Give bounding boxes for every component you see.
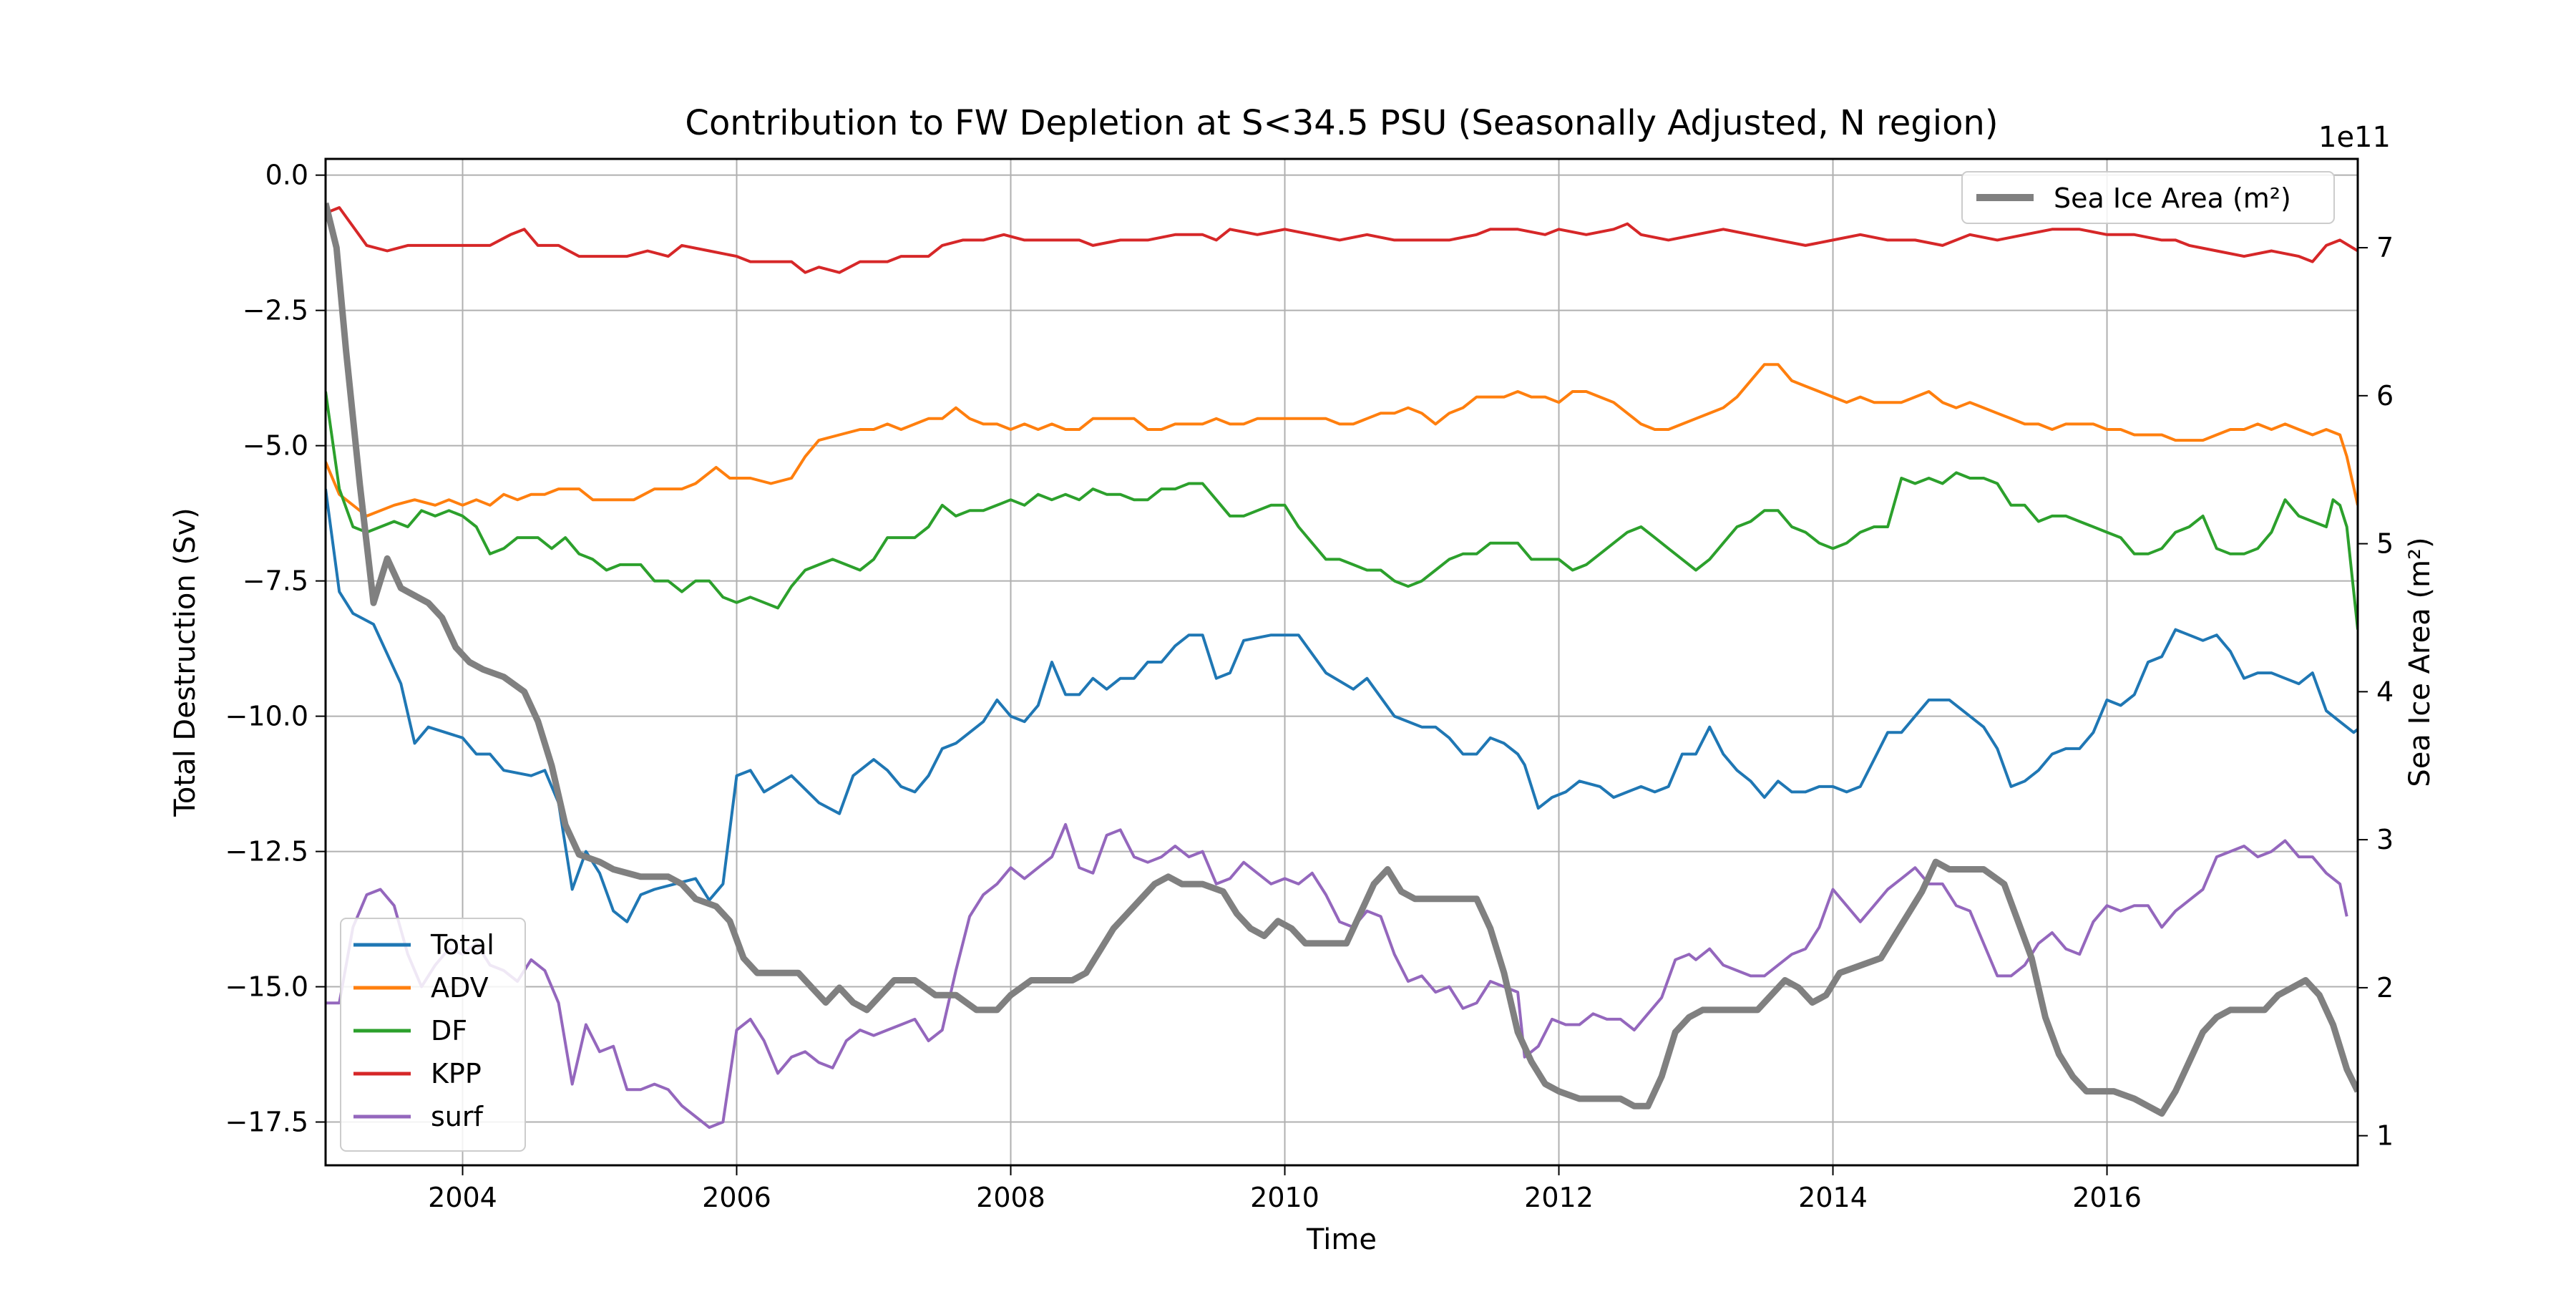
- legend-label-adv: ADV: [431, 972, 489, 1004]
- x-tick-label: 2004: [428, 1182, 497, 1213]
- y-tick-label: −7.5: [243, 565, 308, 597]
- y2-tick-label: 4: [2376, 676, 2394, 707]
- legend-label-total: Total: [430, 929, 494, 961]
- y-tick-label: −15.0: [225, 971, 308, 1003]
- y-tick-label: −10.0: [225, 701, 308, 732]
- x-tick-label: 2010: [1250, 1182, 1319, 1213]
- y2-tick-label: 5: [2376, 528, 2394, 560]
- y2-tick-label: 2: [2376, 972, 2394, 1004]
- legend-left-items: Total ADV DF KPP surf: [353, 929, 494, 1132]
- y2-tick-label: 6: [2376, 380, 2394, 412]
- y-axis-left: 0.0 −2.5 −5.0 −7.5 −10.0 −12.5 −15.0 −17.5: [225, 160, 326, 1138]
- x-axis: 2004 2006 2008 2010 2012 2014 2016: [428, 1165, 2142, 1213]
- series-line-total: [326, 488, 2358, 923]
- series-line-sea-ice-area: [326, 202, 2358, 1117]
- legend-label-kpp: KPP: [431, 1058, 482, 1089]
- y-tick-label: 0.0: [265, 160, 308, 191]
- y-tick-label: −5.0: [243, 430, 308, 462]
- legend-label-surf: surf: [431, 1101, 484, 1132]
- series-line-surf: [326, 822, 2348, 1130]
- chart-title: Contribution to FW Depletion at S<34.5 P…: [685, 103, 1998, 143]
- series-line-kpp: [326, 206, 2358, 274]
- y-tick-label: −2.5: [243, 295, 308, 326]
- series-line-adv: [326, 363, 2358, 518]
- y2-tick-label: 7: [2376, 232, 2394, 263]
- series-line-df: [326, 391, 2358, 630]
- x-tick-label: 2008: [976, 1182, 1045, 1213]
- legend-left-frame: [340, 918, 526, 1152]
- plot-lines: [326, 202, 2358, 1130]
- y-tick-label: −12.5: [225, 836, 308, 868]
- y2-tick-label: 1: [2376, 1120, 2394, 1152]
- y2-offset-text: 1e11: [2318, 121, 2391, 154]
- legend-left: Total ADV DF KPP surf: [340, 918, 526, 1152]
- y-tick-label: −17.5: [225, 1107, 308, 1138]
- plot-frame: [324, 157, 2359, 1167]
- x-tick-label: 2016: [2072, 1182, 2142, 1213]
- y-axis-right: 1 2 3 4 5 6 7: [2358, 232, 2394, 1152]
- legend-right: Sea Ice Area (m²): [1961, 171, 2335, 224]
- legend-right-frame: [1961, 171, 2335, 224]
- legend-label-sea-ice: Sea Ice Area (m²): [2054, 183, 2291, 214]
- x-tick-label: 2006: [702, 1182, 771, 1213]
- grid-lines: [326, 159, 2358, 1165]
- x-axis-label: Time: [1306, 1223, 1377, 1256]
- y2-axis-label: Sea Ice Area (m²): [2404, 537, 2436, 787]
- y2-tick-label: 3: [2376, 824, 2394, 855]
- y-axis-label: Total Destruction (Sv): [169, 507, 202, 817]
- x-tick-label: 2012: [1524, 1182, 1594, 1213]
- legend-label-df: DF: [431, 1015, 467, 1046]
- x-tick-label: 2014: [1798, 1182, 1868, 1213]
